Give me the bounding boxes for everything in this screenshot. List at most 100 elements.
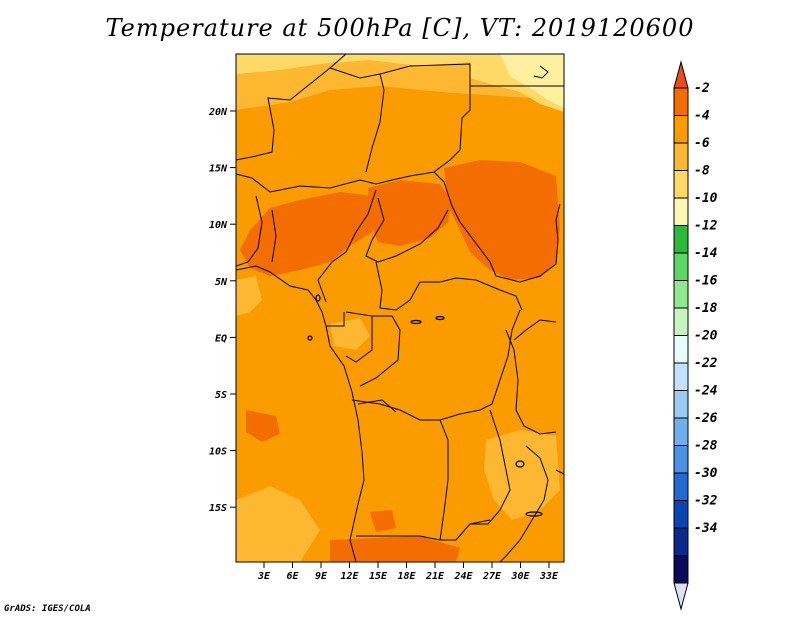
colorbar-segment <box>673 87 689 116</box>
lon-label: 9E <box>315 571 328 582</box>
grads-credit: GrADS: IGES/COLA <box>4 604 91 614</box>
border-libya-chad <box>329 63 471 173</box>
colorbar-segment <box>673 307 689 336</box>
lon-label: 33E <box>539 571 559 582</box>
chart-title: Temperature at 500hPa [C], VT: 201912060… <box>105 14 695 42</box>
country-borders <box>236 54 564 562</box>
field-warm-bottom <box>330 536 460 562</box>
colorbar-label: -8 <box>694 164 710 179</box>
field-warm-south <box>370 510 396 532</box>
lon-label: 18E <box>397 571 416 582</box>
colorbar-segment <box>673 362 689 391</box>
lake-1 <box>410 319 422 325</box>
lat-label: 10S <box>209 447 227 458</box>
colorbar-label: -26 <box>694 411 718 426</box>
lon-label: 15E <box>369 571 388 582</box>
lat-label: 15N <box>209 164 228 175</box>
coast-central <box>325 325 365 562</box>
lon-label: 24E <box>453 571 473 582</box>
coast-guinea-gulf <box>236 265 327 327</box>
field-cool-coast <box>236 276 262 316</box>
colorbar-label: -14 <box>694 246 718 261</box>
lat-label: 15S <box>209 503 227 514</box>
colorbar-segment <box>673 142 689 171</box>
colorbar-label: -24 <box>694 384 718 399</box>
colorbar-label: -34 <box>694 521 718 536</box>
field-warm-center <box>368 180 452 246</box>
field-warm-west <box>240 192 378 276</box>
lake-5 <box>307 335 313 341</box>
colorbar-segment <box>673 390 689 419</box>
colorbar-segment <box>673 500 689 529</box>
field-warm-east <box>444 160 560 280</box>
border-sudan <box>443 181 561 283</box>
border-angola-zambia <box>439 419 491 541</box>
border-sahel <box>236 171 445 193</box>
border-mozambique <box>499 445 549 562</box>
colorbar-label: -20 <box>694 329 718 344</box>
colorbar-segment <box>673 252 689 281</box>
colorbar-label: -18 <box>694 301 718 316</box>
colorbar-label: -10 <box>694 191 718 206</box>
colorbar-segment <box>673 115 689 144</box>
colorbar-segment <box>673 417 689 446</box>
colorbar-segment <box>673 555 689 584</box>
colorbar-label: -28 <box>694 439 718 454</box>
border-nigeria-cameroon <box>317 189 377 303</box>
lon-label: 6E <box>286 571 299 582</box>
colorbar-label: -22 <box>694 356 718 371</box>
border-cameroon-chad <box>365 197 449 263</box>
colorbar-segment <box>673 197 689 226</box>
colorbar-label: -32 <box>694 494 718 509</box>
colorbar-label: -2 <box>694 81 710 96</box>
colorbar-label: -30 <box>694 466 718 481</box>
lat-label: 10N <box>209 220 228 231</box>
lon-label: 21E <box>425 571 445 582</box>
colorbar-bottom-arrow <box>673 582 689 611</box>
longitude-axis: 3E 6E 9E 12E 15E 18E 21E 24E 27E 30E 33E <box>257 562 559 582</box>
border-drc <box>351 309 521 421</box>
border-gabon <box>345 311 373 363</box>
lat-label: 20N <box>208 107 228 118</box>
lake-3 <box>515 460 525 468</box>
border-benin <box>271 209 277 263</box>
border-niger-west <box>365 73 385 173</box>
field-ne-coolest <box>500 54 564 108</box>
lakes <box>307 294 543 517</box>
lake-2 <box>435 315 445 321</box>
temperature-field <box>236 54 564 562</box>
border-uganda <box>513 319 557 341</box>
lat-label: 5N <box>215 277 228 288</box>
border-east-lakes <box>505 329 557 435</box>
colorbar-segment <box>673 170 689 199</box>
lake-6 <box>315 294 321 302</box>
lon-label: 3E <box>257 571 271 582</box>
colorbar-label: -12 <box>694 219 718 234</box>
colorbar-label: -4 <box>694 109 710 124</box>
colorbar-top-arrow <box>673 60 689 89</box>
lat-label: 5S <box>215 390 227 401</box>
lake-4 <box>525 511 543 517</box>
coast-nile-delta <box>533 65 549 79</box>
lon-label: 12E <box>340 571 359 582</box>
latitude-axis: 20N 15N 10N 5N EQ 5S 10S 15S <box>208 107 236 514</box>
colorbar-label: -16 <box>694 274 718 289</box>
map-frame <box>235 53 565 563</box>
lat-label: EQ <box>215 333 227 344</box>
field-warm-ocean <box>246 410 280 442</box>
colorbar-segment <box>673 280 689 309</box>
border-eq-guinea <box>326 312 345 327</box>
border-nw <box>236 54 347 161</box>
border-zambia <box>470 409 511 525</box>
colorbar-segment <box>673 335 689 364</box>
coast-east <box>555 469 564 475</box>
colorbar: -2 -4 -6 -8 -10 -12 -14 -16 -18 -20 -22 -24 -26 -28 -3… <box>673 60 718 611</box>
colorbar-segment <box>673 527 689 556</box>
colorbar-label: -6 <box>694 136 710 151</box>
border-namibia <box>356 535 441 541</box>
border-angola-n <box>357 399 397 413</box>
border-congo <box>359 315 401 387</box>
border-west-coast <box>236 195 263 267</box>
lon-label: 27E <box>482 571 502 582</box>
